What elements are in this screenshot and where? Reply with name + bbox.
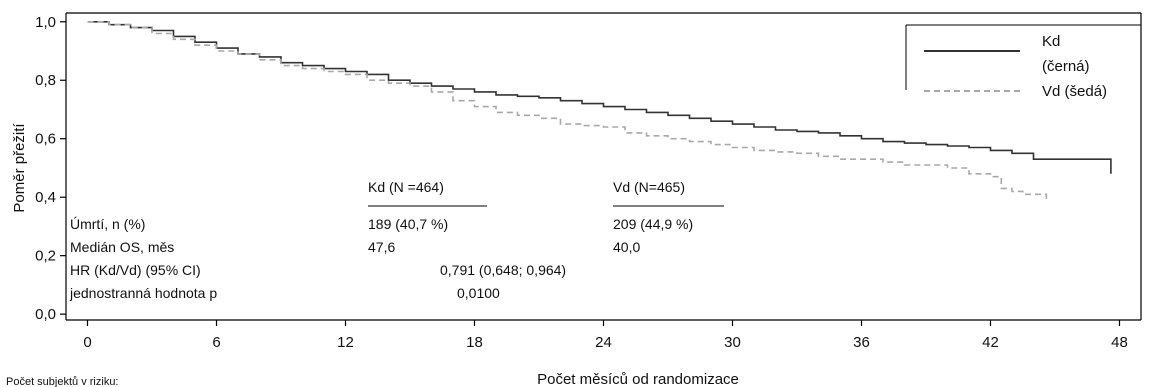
y-tick-label: 0,0 — [35, 306, 56, 323]
legend: Kd (černá) Vd (šedá) — [905, 24, 1142, 100]
annotation-deaths-kd: 189 (40,7 %) — [368, 216, 448, 232]
statistics-annotation: Kd (N =464) Vd (N=465) Úmrtí, n (%) 189 … — [69, 179, 724, 301]
y-tick-label: 0,6 — [35, 131, 56, 148]
annotation-hr-value: 0,791 (0,648; 0,964) — [440, 262, 566, 278]
x-tick-label: 42 — [982, 334, 999, 351]
x-tick-label: 12 — [337, 334, 354, 351]
annotation-label-hr: HR (Kd/Vd) (95% CI) — [70, 262, 201, 278]
y-tick-label: 0,8 — [35, 72, 56, 89]
legend-label-vd: Vd (šedá) — [1042, 83, 1107, 100]
x-tick-label: 0 — [83, 334, 91, 351]
annotation-label-p-value: jednostranná hodnota p — [69, 285, 217, 301]
y-axis-ticks: 0,0 0,2 0,4 0,6 0,8 1,0 — [35, 14, 66, 323]
y-tick-label: 0,4 — [35, 189, 56, 206]
annotation-label-median-os: Medián OS, měs — [70, 239, 174, 255]
y-tick-label: 0,2 — [35, 248, 56, 265]
x-tick-label: 48 — [1111, 334, 1128, 351]
annotation-median-os-kd: 47,6 — [368, 239, 395, 255]
x-tick-label: 6 — [212, 334, 220, 351]
annotation-label-deaths: Úmrtí, n (%) — [70, 216, 145, 232]
annotation-header-kd: Kd (N =464) — [368, 179, 444, 195]
y-axis-title: Poměr přežití — [11, 123, 28, 213]
x-tick-label: 30 — [724, 334, 741, 351]
x-axis-title: Počet měsíců od randomizace — [537, 371, 739, 387]
axes-frame — [65, 12, 1142, 321]
annotation-deaths-vd: 209 (44,9 %) — [613, 216, 693, 232]
legend-label-kd-color: (černá) — [1042, 58, 1090, 75]
annotation-p-value: 0,0100 — [457, 285, 500, 301]
series-line-vd — [87, 21, 1048, 201]
annotation-median-os-vd: 40,0 — [613, 239, 640, 255]
x-tick-label: 24 — [595, 334, 612, 351]
x-tick-label: 18 — [466, 334, 483, 351]
survival-curves — [87, 21, 1112, 201]
series-line-kd — [87, 21, 1112, 174]
at-risk-footnote: Počet subjektů v riziku: — [6, 376, 119, 387]
y-tick-label: 1,0 — [35, 14, 56, 31]
annotation-header-vd: Vd (N=465) — [613, 179, 685, 195]
x-tick-label: 36 — [853, 334, 870, 351]
legend-label-kd: Kd — [1042, 33, 1060, 50]
x-axis-ticks: 0 6 12 18 24 30 36 42 48 — [83, 320, 1128, 351]
